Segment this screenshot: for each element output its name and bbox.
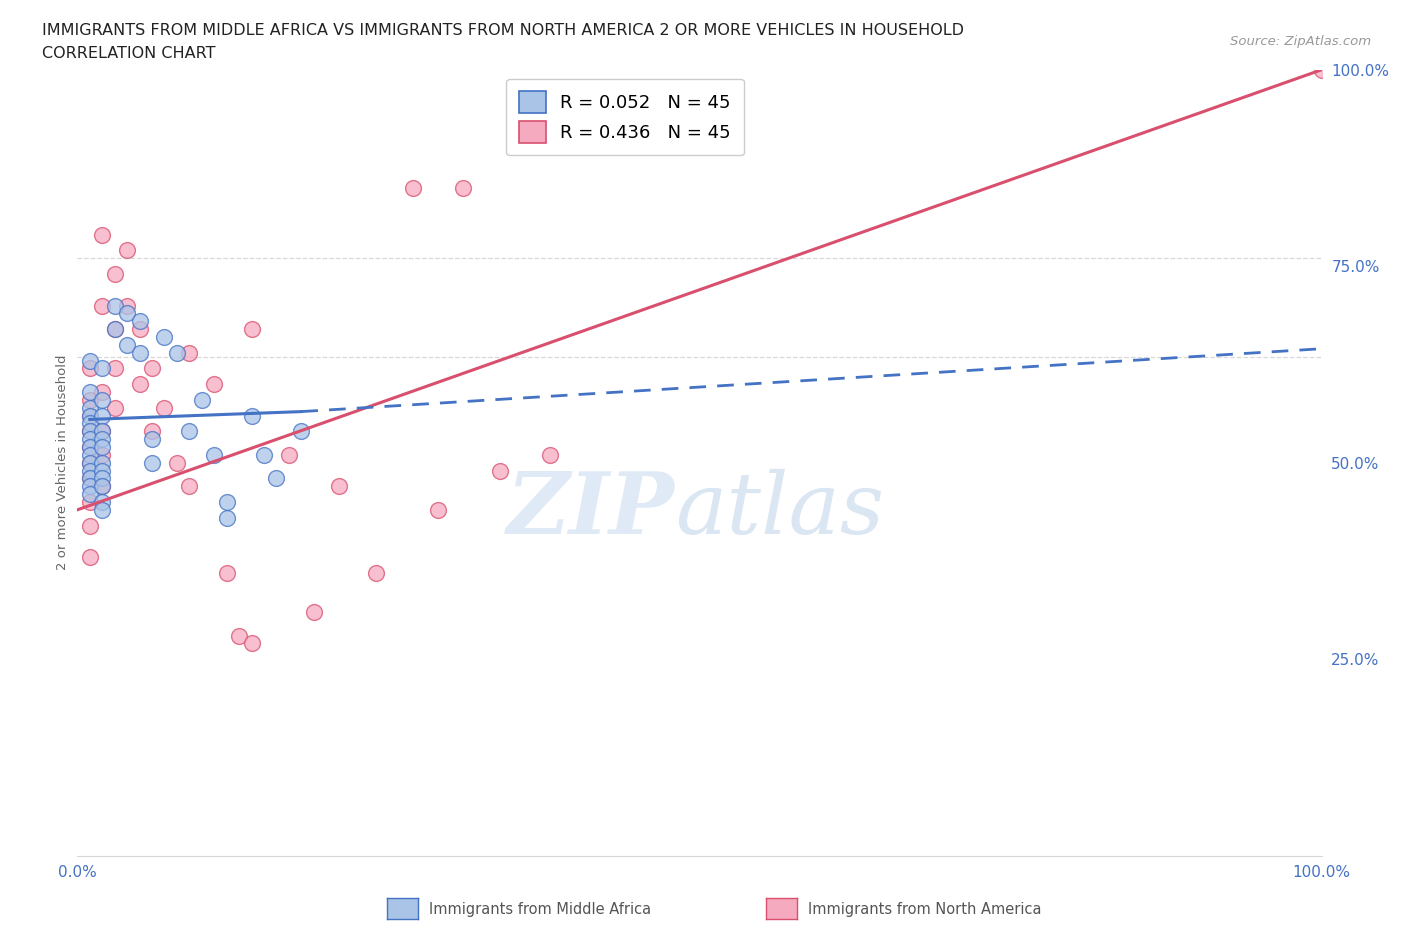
Text: Immigrants from Middle Africa: Immigrants from Middle Africa [429,902,651,917]
Point [128,377,150,392]
Point [202,447,225,462]
Point [166,345,188,360]
Point [79,486,101,501]
Point [364,565,387,580]
Text: Source: ZipAtlas.com: Source: ZipAtlas.com [1230,35,1371,48]
Point [141,432,163,446]
Point [91,392,114,407]
Point [228,628,250,643]
Text: atlas: atlas [675,469,884,551]
Point [128,322,150,337]
Point [79,471,101,485]
Point [451,180,474,195]
Point [91,361,114,376]
Point [240,408,263,423]
Point [290,424,312,439]
Point [79,408,101,423]
Point [79,440,101,455]
Point [115,243,138,258]
Point [91,227,114,242]
Text: CORRELATION CHART: CORRELATION CHART [42,46,215,61]
Point [91,424,114,439]
Point [79,440,101,455]
Point [79,518,101,533]
Point [191,392,214,407]
Point [79,408,101,423]
Point [79,424,101,439]
Point [266,471,288,485]
Point [91,471,114,485]
Point [115,306,138,321]
Point [141,456,163,471]
Point [215,511,238,525]
Point [79,479,101,494]
Text: Immigrants from North America: Immigrants from North America [808,902,1042,917]
Point [91,447,114,462]
Point [489,463,512,478]
Point [179,345,201,360]
Point [91,432,114,446]
Text: ZIP: ZIP [506,468,675,551]
Point [91,408,114,423]
Point [79,463,101,478]
Point [79,550,101,565]
Point [240,636,263,651]
Point [91,424,114,439]
Point [240,322,263,337]
Point [215,565,238,580]
Point [79,447,101,462]
Point [91,456,114,471]
Point [79,353,101,368]
Point [79,456,101,471]
Point [128,345,150,360]
Point [104,322,127,337]
Point [402,180,425,195]
Point [91,463,114,478]
Point [79,424,101,439]
Point [79,471,101,485]
Point [104,267,127,282]
Point [104,361,127,376]
Point [91,502,114,517]
Point [302,604,325,619]
Point [115,338,138,352]
Text: IMMIGRANTS FROM MIDDLE AFRICA VS IMMIGRANTS FROM NORTH AMERICA 2 OR MORE VEHICLE: IMMIGRANTS FROM MIDDLE AFRICA VS IMMIGRA… [42,23,965,38]
Point [115,299,138,313]
Point [91,440,114,455]
Point [91,479,114,494]
Point [128,313,150,328]
Point [277,447,299,462]
Point [79,384,101,399]
Point [104,322,127,337]
Point [179,424,201,439]
Point [202,377,225,392]
Point [1310,62,1333,77]
Point [91,495,114,510]
Point [153,329,176,344]
Point [153,400,176,415]
Point [427,502,450,517]
Point [79,416,101,431]
Point [328,479,350,494]
Point [179,479,201,494]
Point [215,495,238,510]
Point [104,299,127,313]
Point [141,424,163,439]
Point [253,447,276,462]
Point [79,456,101,471]
Point [79,400,101,415]
Point [79,361,101,376]
Point [79,495,101,510]
Point [91,479,114,494]
Point [166,456,188,471]
Point [91,384,114,399]
Point [91,299,114,313]
Point [538,447,561,462]
Point [104,400,127,415]
Point [79,432,101,446]
Legend: R = 0.052   N = 45, R = 0.436   N = 45: R = 0.052 N = 45, R = 0.436 N = 45 [506,79,744,155]
Point [141,361,163,376]
Point [79,392,101,407]
Y-axis label: 2 or more Vehicles in Household: 2 or more Vehicles in Household [56,355,69,570]
